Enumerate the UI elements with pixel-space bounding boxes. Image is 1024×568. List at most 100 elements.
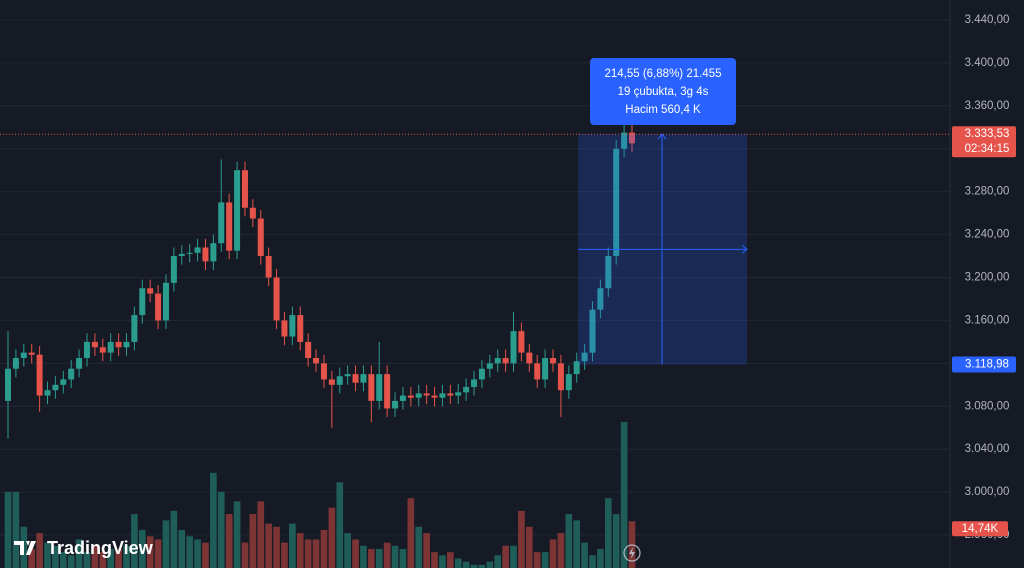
y-tick-label: 3.360,00 <box>965 100 1010 112</box>
volume-bar <box>107 548 115 568</box>
candle-body <box>83 341 90 358</box>
flash-bolt[interactable] <box>629 547 635 559</box>
candle-body <box>115 341 122 348</box>
candle-body <box>494 357 501 364</box>
candle-body <box>621 132 628 149</box>
candle-body <box>107 341 114 353</box>
candle-body <box>328 379 335 385</box>
brand: TradingView <box>47 538 154 558</box>
measure-arrow-right <box>741 244 748 254</box>
volume-bar <box>67 555 75 568</box>
candle-body <box>289 315 296 337</box>
volume-bar <box>383 542 391 568</box>
flash-circle[interactable] <box>623 544 641 562</box>
measure-low-label: 3.118,98 <box>965 358 1009 370</box>
candle-body <box>12 357 19 369</box>
volume-bar <box>281 542 288 568</box>
candle-body <box>281 320 288 337</box>
volume-bar <box>565 514 573 568</box>
y-tick-label: 3.280,00 <box>965 186 1010 198</box>
volume-bar <box>146 536 154 568</box>
logo: TradingView <box>14 538 154 558</box>
candle-body <box>628 132 636 144</box>
candle-body <box>478 368 485 380</box>
volume-bar <box>59 552 67 568</box>
volume-bar <box>447 552 454 568</box>
candle-body <box>178 253 185 257</box>
volume-bar <box>52 545 59 568</box>
candle-body <box>4 368 12 401</box>
candle-body <box>352 374 359 383</box>
candle-body <box>297 315 304 342</box>
volume-bar <box>75 539 83 568</box>
candle-body <box>60 379 67 385</box>
candle-body <box>139 288 146 316</box>
volume-bar <box>399 548 407 568</box>
candle-body <box>52 384 59 391</box>
candle-body <box>415 393 422 398</box>
volume-bar <box>612 514 620 568</box>
logo-icon <box>14 541 36 555</box>
volume-bar <box>44 542 51 568</box>
candle-body <box>605 256 612 289</box>
candle-body <box>186 252 193 254</box>
candle-body <box>360 374 367 383</box>
candle-layer <box>4 121 636 439</box>
volume-bar <box>186 536 193 568</box>
candle-body <box>486 363 493 369</box>
volume-bar <box>178 529 186 568</box>
volume-bar <box>210 472 217 568</box>
candle-body <box>526 352 533 364</box>
flash-icon[interactable] <box>623 544 641 562</box>
volume-bar <box>123 545 130 568</box>
candle-body <box>210 243 217 262</box>
volume-bar <box>549 539 557 568</box>
volume-bar <box>478 564 486 568</box>
volume-bar <box>454 558 462 568</box>
candle-body <box>565 374 572 391</box>
volume-bar <box>439 555 446 568</box>
last-price-badge <box>952 126 1016 158</box>
candle-body <box>573 361 580 375</box>
y-tick-label: 3.240,00 <box>965 229 1010 241</box>
candle-body <box>123 341 130 348</box>
y-tick-label: 3.200,00 <box>965 272 1010 284</box>
candle-body <box>20 352 27 358</box>
candle-body <box>431 395 438 398</box>
candle-body <box>423 393 430 396</box>
candle-body <box>218 202 225 244</box>
volume-bar <box>581 542 588 568</box>
volume-bar <box>391 545 399 568</box>
volume-bar <box>518 510 525 568</box>
candle-body <box>265 256 272 278</box>
candle-body <box>589 309 596 353</box>
volume-bar <box>541 552 549 568</box>
candle-body <box>392 400 399 409</box>
y-tick-label: 3.040,00 <box>965 443 1010 455</box>
volume-bar <box>604 498 612 568</box>
y-tick-label: 3.000,00 <box>965 486 1010 498</box>
candle-body <box>376 374 383 401</box>
candle-body <box>399 395 406 401</box>
measure-tooltip-line: 214,55 (6,88%) 21.455 <box>604 68 721 80</box>
volume-bar <box>510 545 517 568</box>
measure-low-badge <box>952 356 1016 373</box>
volume-bar <box>170 510 178 568</box>
candle-body <box>557 363 564 391</box>
candle-body <box>344 374 351 377</box>
candle-body <box>613 148 620 257</box>
volume-bar <box>36 533 43 568</box>
volume-bar <box>131 514 138 568</box>
candle-body <box>162 282 169 321</box>
volume-bar <box>4 491 12 568</box>
volume-bar <box>328 507 336 568</box>
volume-bar <box>423 533 430 568</box>
y-tick-label: 3.440,00 <box>965 14 1010 26</box>
volume-bar <box>462 561 470 568</box>
last-price-label: 3.333,53 <box>965 128 1010 140</box>
candle-body <box>170 256 177 283</box>
candle-body <box>542 357 549 380</box>
